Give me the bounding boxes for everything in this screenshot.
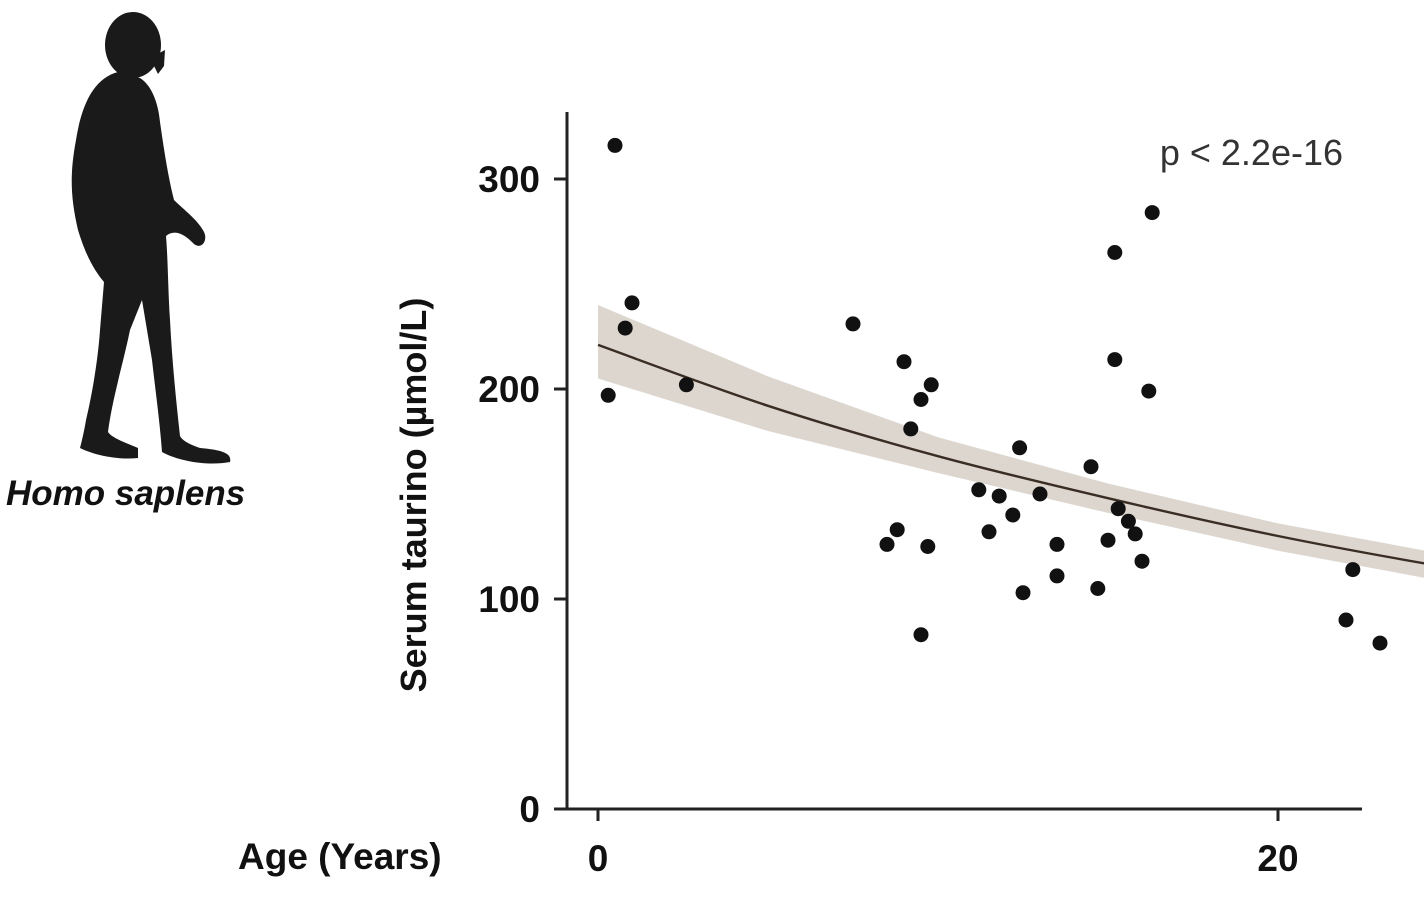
data-points xyxy=(600,137,1388,651)
y-axis-label: Serum taurino (µmol/L) xyxy=(393,298,434,693)
data-point xyxy=(1100,532,1116,548)
data-point xyxy=(1107,352,1123,368)
data-point xyxy=(1110,501,1126,517)
data-point xyxy=(1134,553,1150,569)
data-point xyxy=(1120,513,1136,529)
data-point xyxy=(913,627,929,643)
data-point xyxy=(903,421,919,437)
data-point xyxy=(1372,635,1388,651)
data-point xyxy=(879,536,895,552)
x-tick-label: 20 xyxy=(1257,838,1298,879)
y-ticks: 0 100 200 300 xyxy=(478,159,567,830)
data-point xyxy=(971,482,987,498)
data-point xyxy=(1090,581,1106,596)
data-point xyxy=(889,522,905,538)
y-tick-label: 0 xyxy=(519,789,540,830)
data-point xyxy=(991,488,1007,504)
x-ticks: 0204060 xyxy=(588,809,1299,879)
y-tick-label: 200 xyxy=(478,369,540,410)
x-axis-label: Age (Years) xyxy=(238,836,442,877)
species-label: Homo saplens xyxy=(6,474,246,513)
data-point xyxy=(1141,383,1157,399)
data-point xyxy=(896,354,912,370)
y-tick-label: 100 xyxy=(478,579,540,620)
p-value-annotation: p < 2.2e-16 xyxy=(1160,132,1343,173)
data-point xyxy=(1012,440,1028,456)
data-point xyxy=(1127,526,1143,542)
data-point xyxy=(1005,507,1021,523)
data-point xyxy=(913,392,929,407)
data-point xyxy=(1107,245,1123,260)
data-point xyxy=(1338,612,1354,628)
data-point xyxy=(1032,486,1048,502)
human-silhouette-icon xyxy=(71,12,231,464)
data-point xyxy=(1049,568,1065,584)
data-point xyxy=(981,524,997,540)
data-point xyxy=(1049,536,1065,552)
data-point xyxy=(607,137,623,153)
data-point xyxy=(920,539,936,554)
data-point xyxy=(678,377,694,393)
confidence-band xyxy=(598,305,1424,578)
data-point xyxy=(1144,205,1160,221)
axes xyxy=(565,112,1362,811)
data-point xyxy=(624,295,640,311)
data-point xyxy=(600,387,616,403)
data-point xyxy=(1083,459,1099,475)
data-point xyxy=(923,377,939,393)
y-tick-label: 300 xyxy=(478,159,540,200)
x-tick-label: 0 xyxy=(588,838,609,879)
data-point xyxy=(1345,562,1361,578)
fit-line xyxy=(597,343,1424,565)
data-point xyxy=(845,316,861,332)
data-point xyxy=(1015,585,1031,601)
data-point xyxy=(617,320,633,336)
